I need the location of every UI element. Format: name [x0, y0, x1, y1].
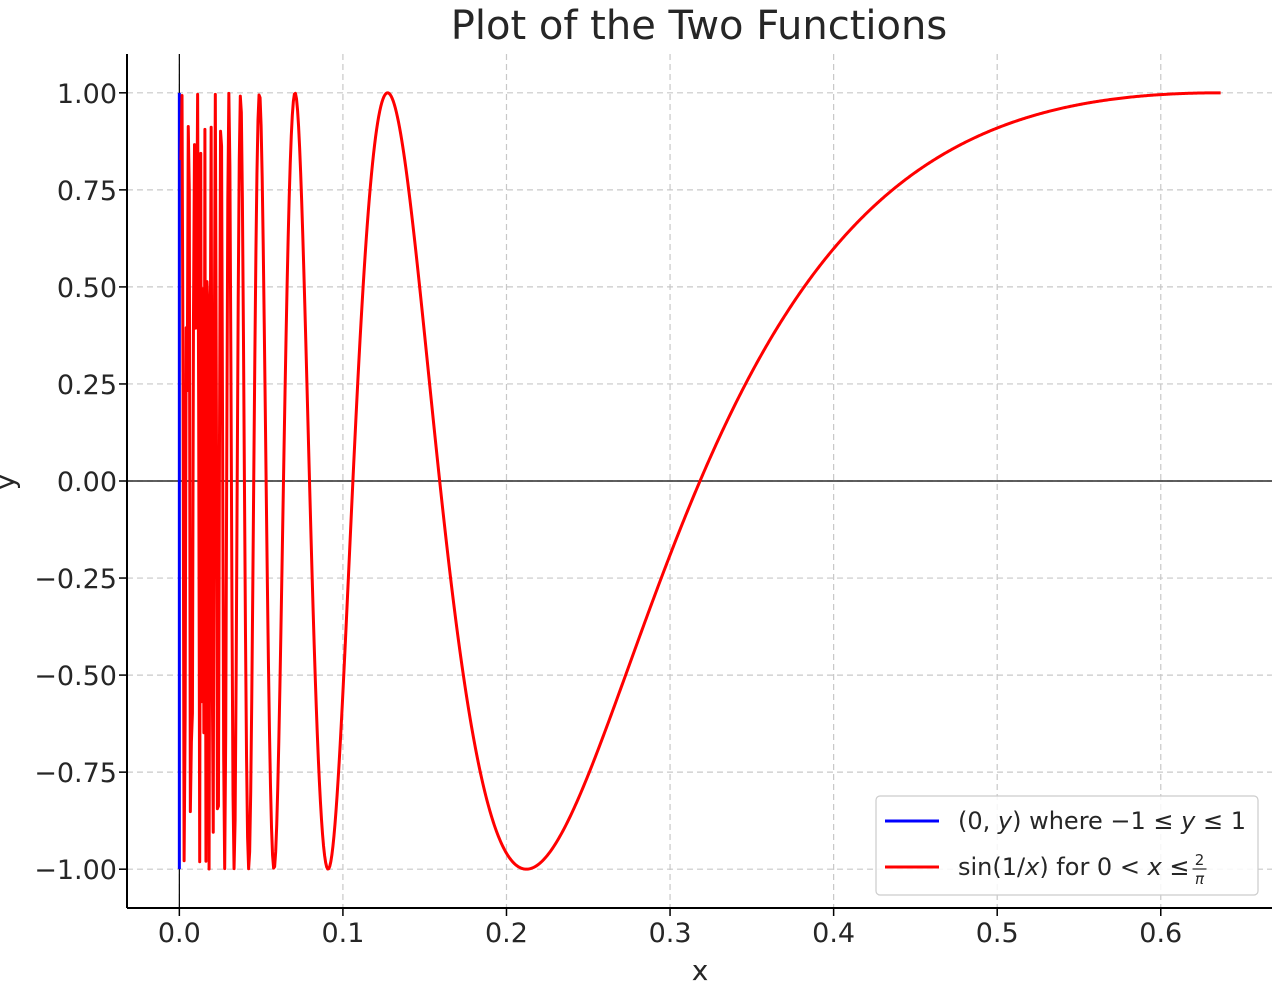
y-axis-label: y — [0, 474, 21, 491]
axes — [119, 54, 1272, 916]
y-tick-label: 0.50 — [57, 273, 117, 304]
x-tick-label: 0.0 — [158, 918, 201, 949]
y-tick-label: 0.75 — [57, 176, 117, 207]
legend: (0, y) where −1 ≤ y ≤ 1 sin(1/x) for 0 < … — [875, 795, 1259, 896]
y-tick-label: 0.25 — [57, 370, 117, 401]
y-tick-label: −0.50 — [34, 661, 117, 692]
legend-fraction-denominator: π — [1195, 870, 1205, 888]
legend-fraction-numerator: 2 — [1195, 851, 1205, 869]
x-tick-label: 0.3 — [649, 918, 692, 949]
x-tick-label: 0.6 — [1139, 918, 1182, 949]
x-tick-label: 0.2 — [485, 918, 528, 949]
series-layer — [177, 91, 1222, 871]
chart-title: Plot of the Two Functions — [451, 3, 947, 49]
y-tick-label: 0.00 — [57, 467, 117, 498]
legend-entry-label: sin(1/x) for 0 < x ≤ — [958, 853, 1190, 881]
x-tick-label: 0.4 — [812, 918, 855, 949]
x-axis-label: x — [692, 954, 709, 983]
y-tick-label: −1.00 — [34, 855, 117, 886]
tick-labels: 0.0 0.1 0.2 0.3 0.4 0.5 0.6 1.00 0.75 0.50 0.25 0.0… — [34, 79, 1182, 949]
y-tick-label: −0.25 — [34, 564, 117, 595]
y-tick-label: −0.75 — [34, 758, 117, 789]
x-tick-label: 0.5 — [976, 918, 1019, 949]
legend-entry-label: (0, y) where −1 ≤ y ≤ 1 — [958, 807, 1246, 835]
legend-box — [875, 795, 1259, 896]
series-sin-curve — [179, 91, 1222, 871]
x-tick-label: 0.1 — [321, 918, 364, 949]
y-tick-label: 1.00 — [57, 79, 117, 110]
